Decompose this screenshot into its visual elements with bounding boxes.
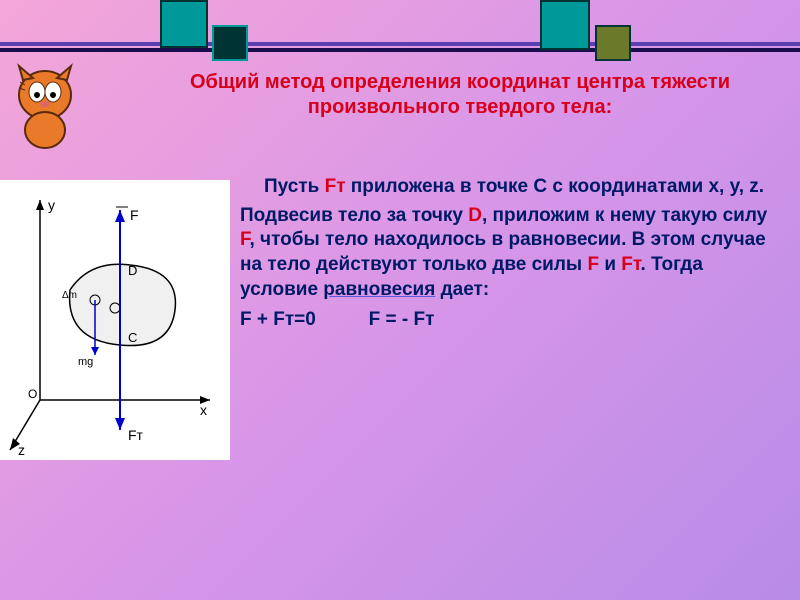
force-ft-label: Fт xyxy=(128,427,144,443)
axis-z-label: z xyxy=(18,442,25,458)
slide: Общий метод определения координат центра… xyxy=(0,0,800,600)
garfield-icon xyxy=(5,60,85,150)
paragraph-2: Подвесив тело за точку D, приложим к нем… xyxy=(240,204,775,303)
ft-symbol: Fт xyxy=(325,176,346,197)
header-line-2 xyxy=(0,48,800,52)
d-symbol: D xyxy=(468,205,482,226)
body-text: Пусть Fт приложена в точке С с координат… xyxy=(240,175,775,337)
header-square xyxy=(595,25,631,61)
header-square xyxy=(212,25,248,61)
point-d-label: D xyxy=(128,263,137,278)
physics-diagram: y x z O Δm F Fт D C mg xyxy=(0,180,230,460)
axis-x-label: x xyxy=(200,402,207,418)
decorative-header xyxy=(0,0,800,80)
paragraph-1: Пусть Fт приложена в точке С с координат… xyxy=(240,175,775,200)
f-symbol: F xyxy=(240,229,250,250)
mg-label: mg xyxy=(78,356,93,368)
dm-label: Δm xyxy=(62,290,77,301)
f-symbol: F xyxy=(587,254,599,275)
point-c-label: C xyxy=(128,330,137,345)
ft-symbol: Fт xyxy=(621,254,640,275)
force-f-label: F xyxy=(130,207,139,223)
header-line-1 xyxy=(0,42,800,46)
origin-label: O xyxy=(28,387,37,401)
equilibrium-word: равновесия xyxy=(323,279,435,300)
header-square xyxy=(540,0,590,50)
slide-title: Общий метод определения координат центра… xyxy=(160,70,760,120)
axis-y-label: y xyxy=(48,197,55,213)
header-square xyxy=(160,0,208,48)
formula-line: F + Fт=0 F = - Fт xyxy=(240,308,775,333)
